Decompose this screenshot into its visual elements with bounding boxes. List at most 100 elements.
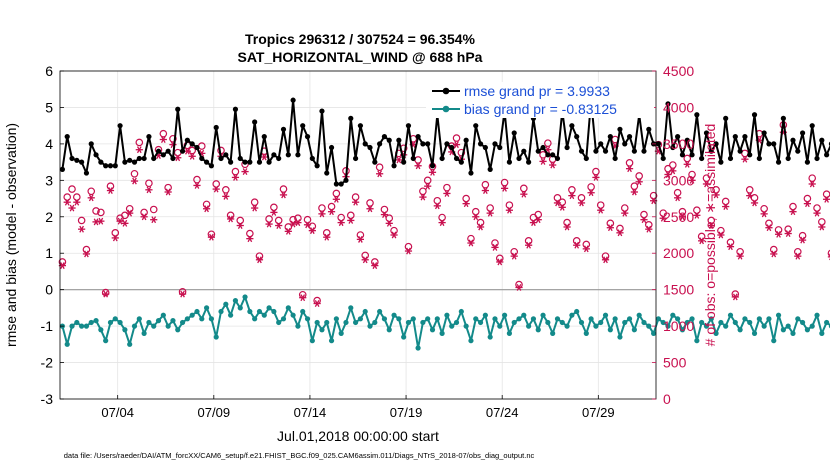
rmse-point	[617, 126, 623, 132]
bias-point	[165, 323, 171, 329]
series-rmse	[59, 97, 830, 187]
rmse-point	[295, 152, 301, 158]
possible-obs-point	[457, 148, 466, 157]
bias-point	[751, 330, 758, 336]
assimilated-obs-point	[130, 177, 139, 185]
rmse-point	[516, 155, 522, 162]
bias-point	[535, 327, 541, 333]
rmse-point	[554, 155, 561, 162]
rmse-point	[477, 141, 484, 147]
assimilated-obs-point	[515, 284, 523, 291]
bias-point	[160, 312, 166, 318]
assimilated-obs-point	[472, 213, 480, 221]
assimilated-obs-point	[549, 161, 557, 169]
possible-obs-point	[784, 225, 792, 233]
rmse-point	[737, 148, 743, 154]
rmse-point	[732, 134, 738, 140]
bias-point	[703, 323, 710, 329]
rmse-point	[290, 97, 296, 103]
rmse-point	[131, 159, 138, 165]
possible-obs-point	[101, 288, 110, 297]
bias-point	[151, 323, 157, 329]
rmse-point	[670, 144, 676, 151]
assimilated-obs-point	[246, 235, 254, 243]
possible-obs-point	[87, 187, 96, 196]
possible-obs-point	[92, 207, 100, 215]
bias-point	[713, 330, 719, 336]
possible-obs-point	[351, 193, 360, 201]
rmse-point	[112, 163, 118, 169]
assimilated-obs-point	[702, 180, 711, 188]
bias-point	[170, 318, 176, 324]
bias-point	[256, 308, 263, 315]
bias-point	[660, 319, 666, 326]
assimilated-obs-point	[645, 225, 653, 233]
bias-point	[213, 334, 219, 340]
assimilated-obs-point	[308, 227, 316, 235]
bias-point	[545, 319, 551, 326]
rmse-point	[583, 155, 589, 162]
rmse-point	[775, 159, 782, 165]
bias-point	[477, 319, 484, 326]
bias-point	[617, 334, 623, 340]
rmse-point	[804, 159, 811, 165]
possible-obs-point	[678, 207, 687, 216]
right-axis: 0 500 1000 1500 2000 2500 3000 3500 4000 4500	[652, 63, 694, 407]
rmse-point	[127, 157, 133, 163]
possible-obs-point	[419, 187, 427, 196]
assimilated-obs-point	[731, 293, 739, 301]
bias-point	[819, 330, 825, 336]
bias-point	[723, 323, 729, 329]
bias-point	[415, 345, 421, 351]
assimilated-obs-point	[712, 191, 720, 199]
possible-obs-point	[640, 210, 648, 219]
assimilated-obs-point	[260, 153, 268, 161]
rmse-point	[415, 134, 421, 140]
possible-obs-point	[712, 186, 720, 194]
assimilated-obs-point	[678, 213, 687, 221]
possible-obs-point	[789, 202, 797, 211]
bias-point	[487, 334, 493, 340]
left-tick-label: 1	[45, 245, 53, 261]
rmse-point	[213, 124, 219, 131]
bias-point	[314, 319, 320, 326]
assimilated-obs-point	[106, 187, 115, 194]
assimilated-obs-point	[385, 219, 393, 227]
bias-point	[319, 327, 325, 333]
possible-obs-point	[649, 191, 658, 200]
rmse-point	[252, 119, 258, 125]
rmse-point	[598, 141, 604, 147]
rmse-point	[271, 152, 277, 158]
rmse-point	[352, 155, 359, 162]
x-axis: 07/04 07/09 07/14 07/19 07/24 07/29	[101, 395, 615, 420]
possible-obs-point	[669, 161, 677, 169]
rmse-point	[790, 137, 796, 143]
rmse-line	[61, 99, 830, 185]
legend-rmse-label: rmse grand pr = 3.9933	[464, 83, 610, 99]
bias-point	[64, 341, 70, 347]
bias-point	[526, 323, 532, 329]
assimilated-obs-point	[577, 199, 586, 207]
bias-point	[631, 327, 637, 333]
possible-obs-point	[635, 172, 643, 180]
bias-point	[799, 319, 806, 326]
possible-obs-point	[813, 204, 821, 212]
assimilated-obs-point	[635, 178, 643, 186]
possible-obs-point	[130, 169, 139, 178]
rmse-point	[819, 137, 825, 143]
plot-area	[60, 71, 656, 399]
bias-point	[439, 330, 445, 336]
assimilated-obs-point	[750, 199, 759, 207]
bias-point	[112, 316, 118, 322]
assimilated-obs-point	[188, 152, 196, 160]
bias-point	[237, 305, 243, 311]
rmse-point	[146, 134, 152, 140]
assimilated-obs-point	[823, 195, 830, 203]
possible-obs-point	[366, 199, 374, 207]
bias-point	[650, 330, 657, 336]
assimilated-obs-point	[82, 250, 91, 258]
x-tick-label: 07/29	[582, 405, 615, 420]
assimilated-obs-point	[395, 156, 403, 164]
assimilated-obs-point	[236, 222, 244, 229]
rmse-point	[237, 155, 243, 162]
